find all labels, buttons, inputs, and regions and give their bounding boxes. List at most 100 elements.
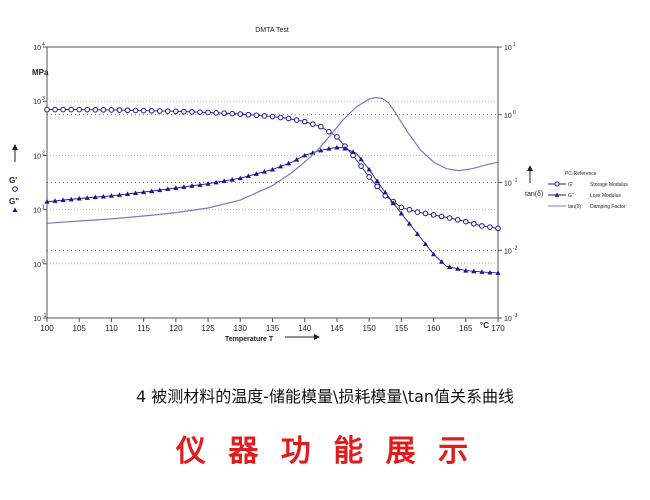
data-point — [124, 191, 131, 196]
data-point — [108, 107, 115, 113]
data-point — [463, 267, 469, 273]
data-point — [301, 118, 308, 125]
data-point — [221, 178, 227, 183]
data-point — [374, 178, 380, 184]
y-tick-exponent: 3 — [42, 96, 45, 102]
data-point — [253, 171, 259, 176]
data-point — [213, 110, 219, 116]
x-tick-label: 165 — [459, 324, 473, 333]
data-point — [253, 112, 260, 119]
plot-area — [46, 46, 499, 319]
data-point — [205, 109, 211, 116]
left-axis-arrowhead — [12, 144, 18, 150]
data-point — [398, 210, 404, 216]
data-point — [68, 106, 74, 113]
y-tick-label: 10 — [33, 45, 41, 52]
data-point — [261, 169, 268, 174]
banner-title: 仪 器 功 能 展 示 — [175, 434, 475, 469]
y-tick-label: 10 — [33, 99, 41, 106]
data-point — [422, 241, 429, 247]
data-point — [439, 259, 445, 264]
data-point — [60, 197, 66, 203]
data-point — [173, 185, 179, 191]
data-point — [229, 176, 235, 182]
x-tick-label: 160 — [427, 324, 441, 333]
data-point — [205, 181, 211, 186]
x-tick-label: 155 — [395, 324, 409, 333]
data-point — [124, 107, 131, 114]
series-line-2 — [46, 96, 499, 224]
chart-title: DMTA Test — [255, 27, 289, 34]
data-point — [197, 182, 203, 187]
y-tick-exponent: 2 — [42, 150, 45, 156]
x-tick-label: 130 — [234, 324, 248, 333]
y2-tick-label: 10 — [504, 248, 512, 255]
data-point — [148, 108, 155, 114]
data-point — [358, 163, 364, 169]
data-point — [495, 270, 501, 275]
x-tick-label: 170 — [491, 324, 505, 333]
data-point — [479, 269, 485, 274]
data-point — [237, 111, 244, 117]
data-point — [446, 215, 453, 221]
y-tick-exponent: 0 — [42, 259, 45, 265]
data-point — [326, 128, 332, 135]
y2-tick-exponent: -1 — [513, 178, 518, 184]
data-point — [462, 218, 469, 225]
data-point — [132, 107, 139, 114]
data-point — [221, 110, 227, 117]
data-point — [286, 160, 292, 166]
data-point — [165, 186, 171, 192]
x-axis-unit: °C — [480, 321, 489, 330]
left-axis-label-loss: G" — [9, 197, 19, 206]
data-point — [326, 146, 332, 151]
data-point — [455, 266, 461, 271]
data-point — [237, 175, 243, 181]
data-point — [68, 196, 74, 202]
y-tick-exponent: -1 — [42, 313, 47, 319]
data-point — [213, 179, 219, 185]
x-tick-label: 100 — [40, 324, 54, 333]
data-point — [309, 121, 316, 127]
data-point — [318, 123, 324, 130]
data-point — [261, 113, 268, 119]
left-axis-marker-loss — [12, 207, 18, 212]
data-point — [140, 107, 147, 114]
y2-tick-label: 10 — [504, 113, 512, 120]
data-point — [285, 115, 292, 122]
data-point — [374, 183, 380, 190]
data-point — [471, 220, 477, 227]
legend-label: Storage Modulus — [590, 182, 628, 188]
legend-symbol: G" — [568, 193, 574, 199]
y-tick-exponent: 4 — [42, 42, 45, 48]
data-point — [132, 190, 139, 196]
y2-tick-label: 10 — [504, 316, 512, 323]
data-point — [342, 145, 348, 151]
legend-symbol: G' — [568, 182, 573, 188]
data-point — [269, 113, 276, 120]
legend-label: Damping Factor — [590, 204, 626, 210]
data-point — [52, 198, 58, 203]
legend-label: Loss Modulus — [590, 193, 621, 199]
data-point — [398, 204, 405, 211]
data-point — [454, 217, 461, 223]
y-tick-label: 10 — [33, 262, 41, 269]
legend-marker — [554, 192, 560, 197]
data-point — [165, 108, 171, 114]
data-point — [406, 221, 413, 226]
x-tick-label: 105 — [73, 324, 87, 333]
data-point — [318, 147, 324, 153]
figure-caption: 4 被测材料的温度-储能模量\损耗模量\tan值关系曲线 — [135, 387, 515, 406]
y2-tick-exponent: 0 — [513, 110, 516, 116]
x-tick-label: 120 — [169, 324, 183, 333]
data-point — [293, 117, 300, 123]
y2-tick-exponent: -3 — [513, 313, 518, 319]
y2-tick-label: 10 — [504, 181, 512, 188]
data-point — [487, 224, 493, 230]
data-point — [44, 199, 50, 204]
data-point — [108, 193, 115, 198]
legend-marker — [554, 181, 560, 187]
data-point — [438, 213, 445, 220]
data-point — [422, 210, 429, 217]
data-point — [277, 114, 284, 121]
